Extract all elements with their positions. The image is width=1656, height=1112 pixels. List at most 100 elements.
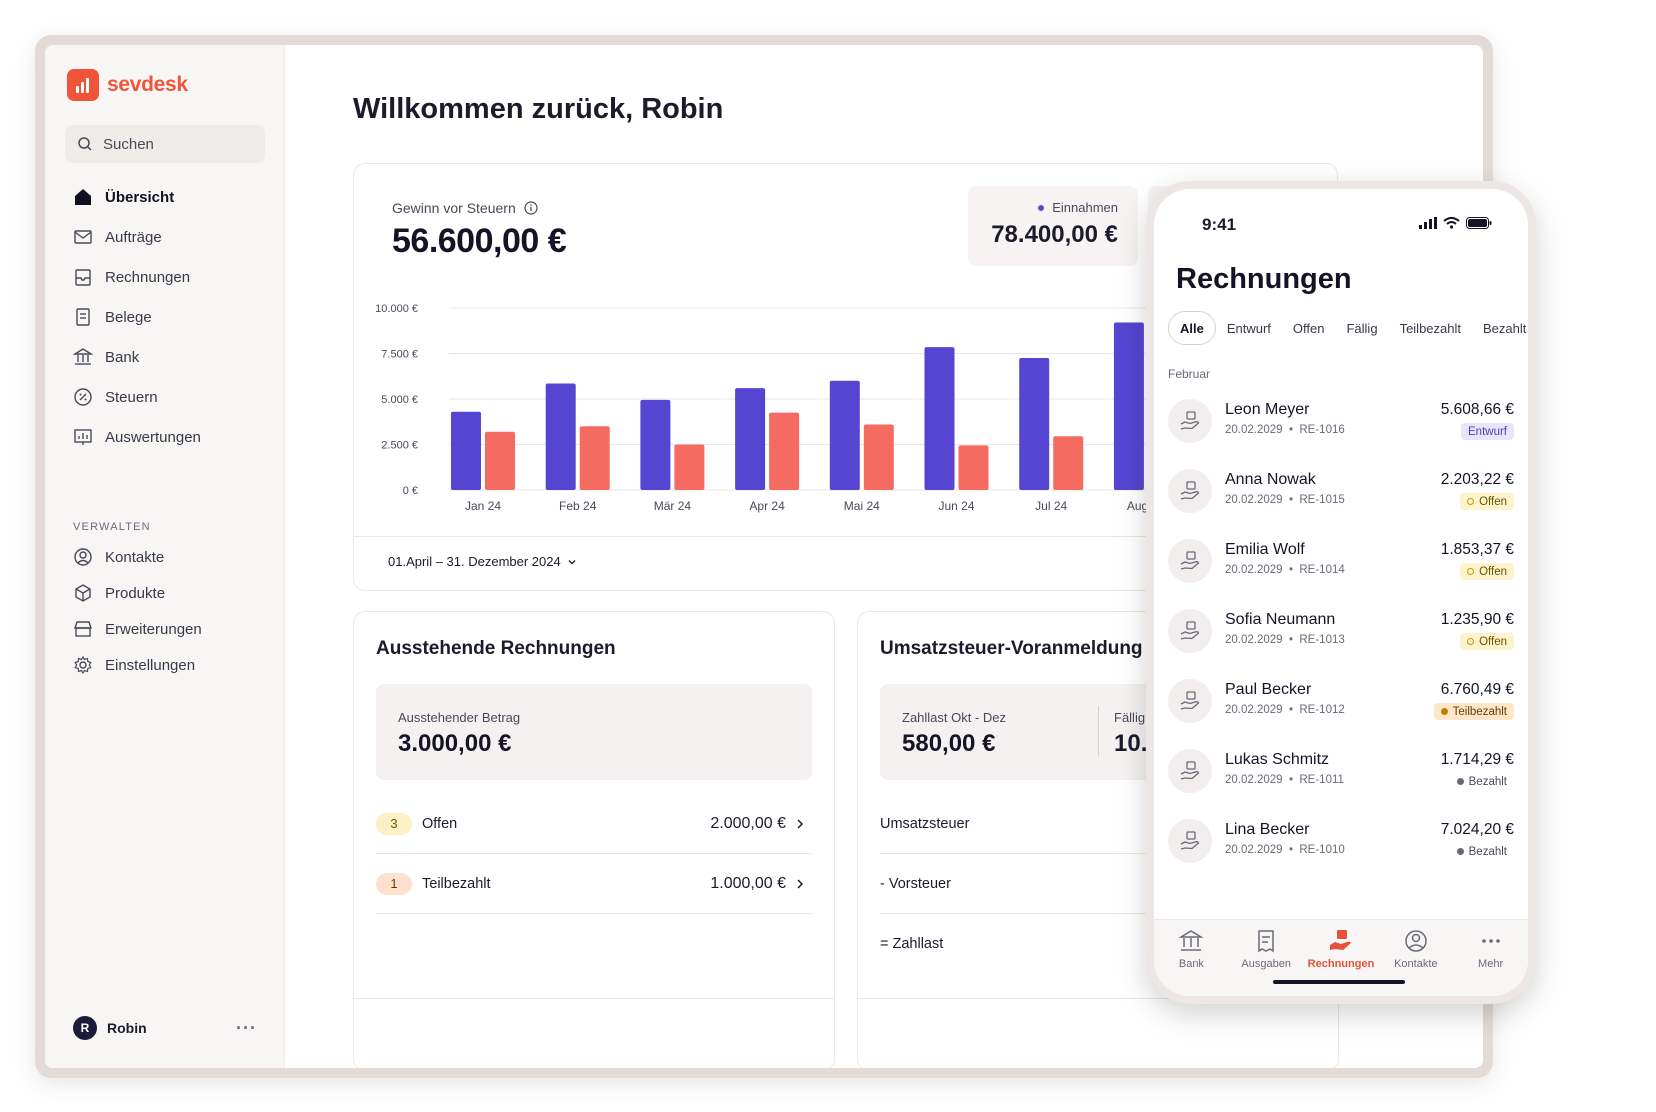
outstanding-amount-box: Ausstehender Betrag 3.000,00 € — [376, 684, 812, 780]
invoice-list-item[interactable]: Emilia Wolf 20.02.2029 • RE-1014 1.853,37 … — [1168, 527, 1514, 597]
sidebar-item-erweiterungen[interactable]: Erweiterungen — [65, 611, 265, 647]
sidebar-item-steuern[interactable]: Steuern — [65, 377, 265, 417]
invoice-list-item[interactable]: Lina Becker 20.02.2029 • RE-1010 7.024,20 … — [1168, 807, 1514, 877]
sidebar-item-einstellungen[interactable]: Einstellungen — [65, 647, 265, 683]
invoice-date: 20.02.2029 — [1225, 494, 1283, 506]
invoice-meta: 20.02.2029 • RE-1012 — [1225, 704, 1345, 716]
filter-chip-faellig[interactable]: Fällig — [1346, 320, 1378, 336]
invoice-number: RE-1014 — [1299, 564, 1345, 576]
invoice-meta: 20.02.2029 • RE-1011 — [1225, 774, 1344, 786]
bar-einnahmen[interactable] — [1113, 322, 1144, 490]
invoice-list-item[interactable]: Anna Nowak 20.02.2029 • RE-1015 2.203,22 €… — [1168, 457, 1514, 527]
filter-chip-alle[interactable]: Alle — [1168, 311, 1216, 345]
row-amount: 1.000,00 € — [710, 874, 786, 892]
invoice-customer: Sofia Neumann — [1225, 611, 1336, 628]
sidebar-item-auswertungen[interactable]: Auswertungen — [65, 417, 265, 457]
bar-einnahmen[interactable] — [924, 347, 955, 490]
user-menu[interactable]: R Robin ··· — [73, 1016, 257, 1040]
invoice-hand-icon — [1329, 930, 1351, 950]
more-icon[interactable]: ··· — [236, 1017, 257, 1038]
wifi-icon — [1443, 217, 1460, 229]
user-name: Robin — [107, 1020, 147, 1036]
tab-mehr[interactable]: Mehr — [1453, 920, 1528, 996]
invoice-number: RE-1013 — [1299, 634, 1345, 646]
filter-chip-offen[interactable]: Offen — [1292, 320, 1325, 336]
sidebar-item-rechnungen[interactable]: Rechnungen — [65, 257, 265, 297]
filter-chip-entwurf[interactable]: Entwurf — [1226, 320, 1271, 336]
invoice-meta: 20.02.2029 • RE-1015 — [1225, 494, 1345, 506]
invoice-list-item[interactable]: Lukas Schmitz 20.02.2029 • RE-1011 1.714,2… — [1168, 737, 1514, 807]
sidebar-item-belege[interactable]: Belege — [65, 297, 265, 337]
bar-einnahmen[interactable] — [451, 411, 481, 490]
bar-series-2[interactable] — [863, 424, 894, 490]
income-summary[interactable]: Einnahmen 78.400,00 € — [968, 186, 1138, 266]
receipt-icon — [1258, 930, 1274, 953]
status-dot-icon — [1440, 708, 1448, 715]
date-range-label: 01.April – 31. Dezember 2024 — [388, 554, 561, 569]
tab-ausgaben[interactable]: Ausgaben — [1229, 920, 1304, 996]
bar-series-2[interactable] — [958, 445, 989, 490]
bar-einnahmen[interactable] — [1019, 358, 1050, 490]
phone-screen: 9:41 Rechnungen Alle Entwurf Offen Fälli… — [1154, 189, 1528, 996]
due-label: Fällig a — [1114, 710, 1156, 725]
separator-dot: • — [1282, 774, 1300, 786]
status-dot-icon — [1467, 638, 1475, 645]
bar-series-2[interactable] — [485, 431, 515, 490]
info-icon[interactable] — [524, 201, 538, 215]
bar-einnahmen[interactable] — [735, 388, 766, 490]
bank-icon — [1178, 930, 1205, 951]
invoice-amount: 1.235,90 € — [1440, 611, 1514, 628]
receipt-icon — [76, 308, 90, 326]
sidebar-item-label: Produkte — [105, 584, 166, 602]
sidebar-item-bank[interactable]: Bank — [65, 337, 265, 377]
bar-series-2[interactable] — [769, 412, 800, 490]
invoice-date: 20.02.2029 — [1225, 424, 1283, 436]
bar-einnahmen[interactable] — [545, 383, 576, 490]
status-badge: Offen — [1460, 563, 1514, 580]
tab-label: Mehr — [1478, 958, 1504, 970]
invoice-list-item[interactable]: Leon Meyer 20.02.2029 • RE-1016 5.608,66 €… — [1168, 387, 1514, 457]
logo-icon — [67, 69, 99, 101]
sidebar-item-label: Erweiterungen — [105, 620, 202, 638]
tab-bank[interactable]: Bank — [1154, 920, 1229, 996]
sidebar-item-auftraege[interactable]: Aufträge — [65, 217, 265, 257]
bar-einnahmen[interactable] — [640, 399, 671, 490]
tab-rechnungen[interactable]: Rechnungen — [1304, 920, 1379, 996]
filter-chip-teilbezahlt[interactable]: Teilbezahlt — [1399, 320, 1461, 336]
status-badge: Bezahlt — [1450, 773, 1514, 790]
bar-series-2[interactable] — [674, 444, 705, 491]
divider — [354, 536, 1337, 537]
sidebar-item-kontakte[interactable]: Kontakte — [65, 539, 265, 575]
mail-icon — [74, 230, 92, 244]
separator-dot: • — [1282, 494, 1300, 506]
bar-einnahmen[interactable] — [829, 380, 860, 490]
box-icon — [75, 584, 91, 602]
sidebar-item-uebersicht[interactable]: Übersicht — [65, 177, 265, 217]
chart-icon — [74, 429, 92, 445]
page-title: Willkommen zurück, Robin — [353, 93, 724, 125]
status-badge: Teilbezahlt — [1433, 703, 1514, 720]
divider — [354, 998, 834, 999]
sidebar-item-label: Auswertungen — [105, 428, 201, 446]
invoice-list-item[interactable]: Sofia Neumann 20.02.2029 • RE-1013 1.235,9… — [1168, 597, 1514, 667]
status-label: Bezahlt — [1468, 845, 1507, 858]
row-label: = Zahllast — [880, 936, 944, 952]
invoice-list: Leon Meyer 20.02.2029 • RE-1016 5.608,66 €… — [1168, 387, 1514, 877]
sidebar-item-produkte[interactable]: Produkte — [65, 575, 265, 611]
outstanding-row-offen[interactable]: 3 Offen 2.000,00 € — [376, 794, 812, 854]
invoice-list-item[interactable]: Paul Becker 20.02.2029 • RE-1012 6.760,49 … — [1168, 667, 1514, 737]
invoice-number: RE-1010 — [1299, 844, 1345, 856]
tab-kontakte[interactable]: Kontakte — [1378, 920, 1453, 996]
status-badge: Bezahlt — [1450, 843, 1514, 860]
vat-row-umsatzsteuer: Umsatzsteuer — [880, 794, 1316, 854]
search-input[interactable]: Suchen — [65, 125, 265, 163]
outstanding-row-teilbezahlt[interactable]: 1 Teilbezahlt 1.000,00 € — [376, 854, 812, 914]
filter-chip-bezahlt[interactable]: Bezahlt — [1483, 320, 1527, 336]
bar-series-2[interactable] — [1053, 436, 1084, 490]
manage-nav: Kontakte Produkte Erweiterungen Einstell… — [65, 539, 265, 683]
brand-logo[interactable]: sevdesk — [67, 69, 188, 101]
income-value: 78.400,00 € — [991, 221, 1118, 248]
date-range-picker[interactable]: 01.April – 31. Dezember 2024 — [388, 554, 577, 569]
status-dot-icon — [1467, 498, 1475, 505]
bar-series-2[interactable] — [579, 426, 610, 490]
